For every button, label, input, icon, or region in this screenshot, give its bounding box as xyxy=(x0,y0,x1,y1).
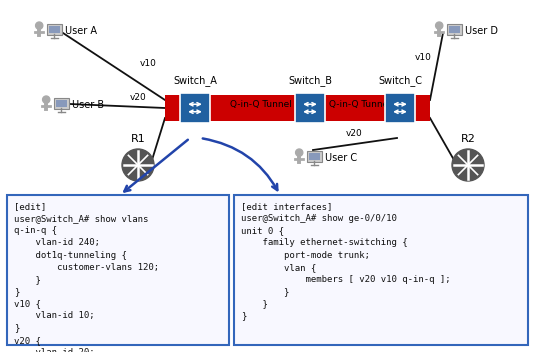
Circle shape xyxy=(36,22,43,29)
Circle shape xyxy=(452,149,484,181)
Text: R2: R2 xyxy=(461,134,476,144)
FancyBboxPatch shape xyxy=(180,93,210,123)
Circle shape xyxy=(43,96,50,103)
Text: R1: R1 xyxy=(131,134,146,144)
FancyBboxPatch shape xyxy=(54,98,69,109)
FancyBboxPatch shape xyxy=(47,24,62,35)
Text: v20: v20 xyxy=(130,93,147,102)
Text: v10: v10 xyxy=(140,59,157,68)
FancyBboxPatch shape xyxy=(49,26,60,33)
Text: Switch_B: Switch_B xyxy=(288,75,332,86)
FancyBboxPatch shape xyxy=(385,93,415,123)
Text: [edit interfaces]
user@Switch_A# show ge-0/0/10
unit 0 {
    family ethernet-swi: [edit interfaces] user@Switch_A# show ge… xyxy=(241,202,450,320)
FancyBboxPatch shape xyxy=(307,151,322,162)
Text: User D: User D xyxy=(465,26,498,36)
FancyBboxPatch shape xyxy=(7,195,229,345)
Text: User C: User C xyxy=(325,153,357,163)
Text: [edit]
user@Switch_A# show vlans
q-in-q {
    vlan-id 240;
    dot1q-tunneling {: [edit] user@Switch_A# show vlans q-in-q … xyxy=(14,202,159,352)
FancyBboxPatch shape xyxy=(56,100,67,107)
FancyBboxPatch shape xyxy=(234,195,528,345)
Circle shape xyxy=(435,22,443,29)
Text: v20: v20 xyxy=(346,129,363,138)
Text: User B: User B xyxy=(72,100,104,110)
Text: Switch_A: Switch_A xyxy=(173,75,217,86)
Text: Q-in-Q Tunnel: Q-in-Q Tunnel xyxy=(329,101,391,109)
FancyBboxPatch shape xyxy=(165,95,430,121)
Text: Q-in-Q Tunnel: Q-in-Q Tunnel xyxy=(230,101,292,109)
Text: v10: v10 xyxy=(415,53,432,62)
Circle shape xyxy=(296,149,303,156)
FancyBboxPatch shape xyxy=(309,153,320,160)
Text: User A: User A xyxy=(65,26,97,36)
FancyBboxPatch shape xyxy=(447,24,462,35)
Circle shape xyxy=(122,149,154,181)
Text: Switch_C: Switch_C xyxy=(378,75,422,86)
FancyBboxPatch shape xyxy=(295,93,325,123)
FancyBboxPatch shape xyxy=(449,26,460,33)
